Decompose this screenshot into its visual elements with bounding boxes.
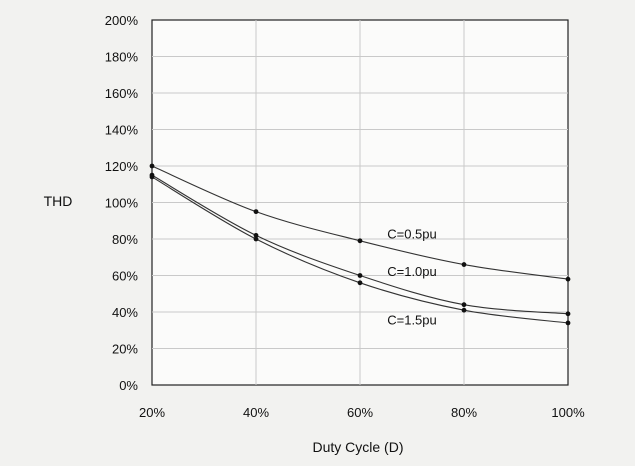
data-point [149, 174, 155, 180]
series-label: C=1.0pu [387, 264, 437, 279]
x-tick-label: 40% [243, 405, 269, 420]
data-point [149, 163, 155, 169]
series-label: C=1.5pu [387, 312, 437, 327]
x-tick-label: 100% [551, 405, 585, 420]
series-label: C=0.5pu [387, 227, 437, 242]
grid [151, 19, 569, 386]
x-tick-label: 80% [451, 405, 477, 420]
y-tick-label: 80% [112, 232, 138, 247]
data-point [357, 280, 363, 286]
y-tick-label: 140% [105, 123, 139, 138]
y-tick-label: 180% [105, 50, 139, 65]
y-tick-label: 40% [112, 305, 138, 320]
data-point [565, 276, 571, 282]
y-axis-title: THD [44, 193, 73, 209]
y-tick-label: 20% [112, 342, 138, 357]
tick-labels: 0%20%40%60%80%100%120%140%160%180%200%20… [105, 13, 585, 420]
data-point [357, 273, 363, 278]
data-point [357, 238, 363, 244]
y-tick-label: 160% [105, 86, 139, 101]
data-point [253, 209, 259, 215]
data-point [461, 307, 467, 313]
y-tick-label: 120% [105, 159, 139, 174]
data-point [253, 236, 259, 242]
y-tick-label: 60% [112, 269, 138, 284]
y-tick-label: 0% [119, 378, 138, 393]
data-point [565, 320, 571, 326]
y-tick-label: 100% [105, 196, 139, 211]
y-tick-label: 200% [105, 13, 139, 28]
data-point [461, 262, 467, 267]
x-tick-label: 20% [139, 405, 165, 420]
data-point [461, 302, 467, 308]
series-layer [149, 163, 571, 326]
data-point [565, 311, 571, 317]
data-point [253, 232, 259, 238]
x-axis-title: Duty Cycle (D) [312, 439, 403, 455]
x-tick-label: 60% [347, 405, 373, 420]
